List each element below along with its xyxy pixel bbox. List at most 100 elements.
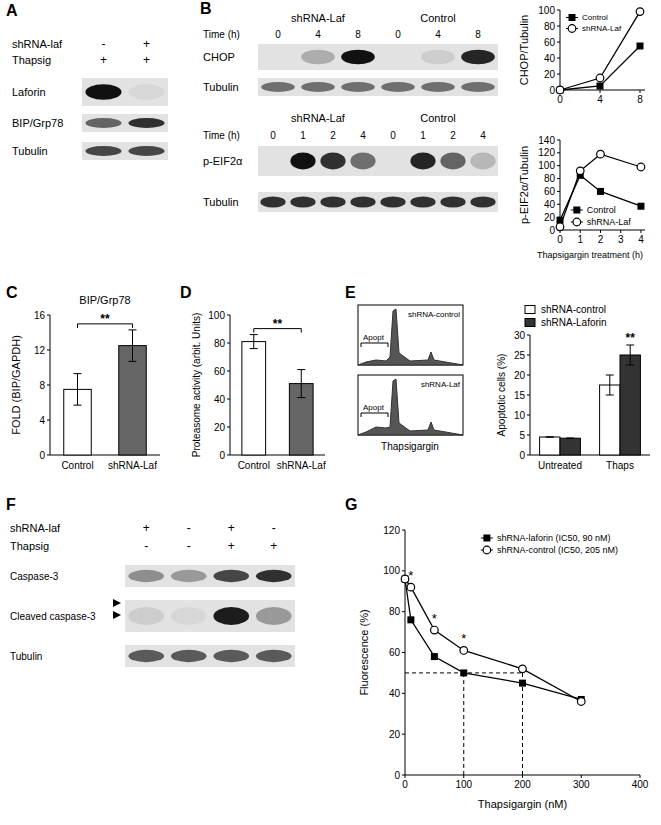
bar bbox=[119, 346, 147, 455]
blot-label: CHOP bbox=[203, 51, 235, 63]
figure: AshRNA-laf-+Thapsig++LaforinBIP/Grp78Tub… bbox=[0, 0, 661, 825]
y-tick-label: 15 bbox=[514, 390, 526, 401]
y-tick bbox=[402, 693, 405, 694]
y-tick-label: 30 bbox=[514, 330, 526, 341]
blot-label: Tubulin bbox=[12, 145, 48, 157]
data-point bbox=[407, 616, 414, 623]
significance: ** bbox=[273, 317, 283, 331]
y-axis bbox=[560, 10, 561, 90]
blot-membrane bbox=[125, 645, 295, 667]
y-axis-label: Proteasome activity (arbit. Units) bbox=[191, 313, 202, 458]
y-tick bbox=[557, 26, 560, 27]
y-tick-label: 60 bbox=[214, 366, 226, 377]
plot-area bbox=[556, 8, 644, 94]
legend-swatch bbox=[525, 319, 535, 327]
y-tick bbox=[527, 395, 530, 396]
time-label: 1 bbox=[300, 130, 306, 141]
time-label: 0 bbox=[270, 130, 276, 141]
arrowhead bbox=[113, 611, 121, 619]
y-tick bbox=[402, 734, 405, 735]
y-tick-label: 40 bbox=[389, 688, 401, 699]
error-bar bbox=[566, 438, 574, 439]
x-axis bbox=[560, 230, 645, 231]
y-tick bbox=[527, 375, 530, 376]
condition-sign: + bbox=[228, 521, 235, 535]
band bbox=[421, 50, 455, 65]
plot-area bbox=[556, 150, 645, 230]
legend-label: Control bbox=[582, 13, 608, 22]
data-point bbox=[637, 43, 644, 50]
data-point bbox=[431, 626, 439, 634]
y-tick bbox=[527, 415, 530, 416]
data-point bbox=[596, 74, 604, 82]
band bbox=[381, 50, 415, 65]
data-point bbox=[431, 653, 438, 660]
bar bbox=[540, 437, 560, 455]
panel-letter: F bbox=[6, 496, 16, 513]
bar bbox=[242, 342, 266, 455]
y-tick-label: 16 bbox=[34, 310, 46, 321]
legend-label: shRNA-Laf bbox=[582, 24, 622, 33]
band bbox=[381, 82, 415, 92]
y-tick-label: 20 bbox=[544, 69, 556, 80]
plot-area bbox=[242, 335, 313, 455]
legend-swatch bbox=[525, 306, 535, 314]
y-tick bbox=[227, 427, 230, 428]
time-label: 4 bbox=[315, 29, 321, 40]
panel-letter: G bbox=[345, 496, 357, 513]
band bbox=[128, 84, 164, 100]
y-axis-label: FOLD (BIP/GAPDH) bbox=[10, 335, 22, 435]
x-tick bbox=[522, 775, 523, 778]
y-tick bbox=[527, 455, 530, 456]
bar bbox=[620, 355, 640, 455]
y-tick-label: 100 bbox=[538, 160, 555, 171]
x-axis-label: Thapsigargin (nM) bbox=[478, 798, 567, 810]
band bbox=[301, 82, 335, 92]
panel-letter: D bbox=[180, 284, 192, 301]
y-axis-label: Fluorescence (%) bbox=[358, 609, 370, 695]
panel-letter: A bbox=[6, 2, 18, 19]
time-label: 0 bbox=[390, 130, 396, 141]
band bbox=[261, 50, 295, 65]
y-tick bbox=[227, 315, 230, 316]
plot-area bbox=[401, 575, 585, 775]
x-tick-label: 0 bbox=[557, 94, 563, 105]
significance: * bbox=[432, 611, 437, 626]
blot-label: BIP/Grp78 bbox=[12, 117, 63, 129]
band bbox=[128, 650, 164, 662]
blot-membrane bbox=[82, 142, 168, 160]
y-tick bbox=[402, 530, 405, 531]
y-axis-label: p-EIF2α/Tubulin bbox=[518, 146, 530, 224]
legend-marker bbox=[483, 546, 491, 554]
condition-sign: + bbox=[143, 37, 150, 51]
y-tick bbox=[557, 165, 560, 166]
band bbox=[128, 607, 164, 625]
legend: ControlshRNA-Laf bbox=[571, 205, 632, 227]
y-tick bbox=[47, 350, 50, 351]
significance: * bbox=[408, 568, 413, 583]
condition-sign: + bbox=[143, 521, 150, 535]
condition-name: Thapsig bbox=[12, 54, 51, 66]
legend-marker bbox=[573, 218, 581, 226]
y-tick bbox=[557, 10, 560, 11]
data-point bbox=[637, 163, 645, 171]
histogram-label: shRNA-Laf bbox=[421, 380, 461, 389]
time-axis-label: Time (h) bbox=[203, 130, 240, 141]
category-label: Control bbox=[61, 460, 93, 471]
blot-membrane bbox=[258, 192, 498, 212]
condition-sign: + bbox=[270, 539, 277, 553]
plot-area bbox=[64, 330, 147, 455]
data-point bbox=[577, 698, 585, 706]
y-tick bbox=[227, 455, 230, 456]
legend: shRNA-controlshRNA-Laforin bbox=[525, 304, 607, 328]
data-point bbox=[576, 167, 584, 175]
y-tick bbox=[557, 74, 560, 75]
y-tick-label: 80 bbox=[389, 606, 401, 617]
legend-label: Control bbox=[587, 205, 616, 215]
y-tick-label: 60 bbox=[544, 37, 556, 48]
condition-sign: - bbox=[272, 521, 276, 535]
time-label: 8 bbox=[355, 29, 361, 40]
legend-marker bbox=[483, 535, 490, 542]
y-tick-label: 0 bbox=[549, 85, 555, 96]
band bbox=[256, 650, 292, 662]
